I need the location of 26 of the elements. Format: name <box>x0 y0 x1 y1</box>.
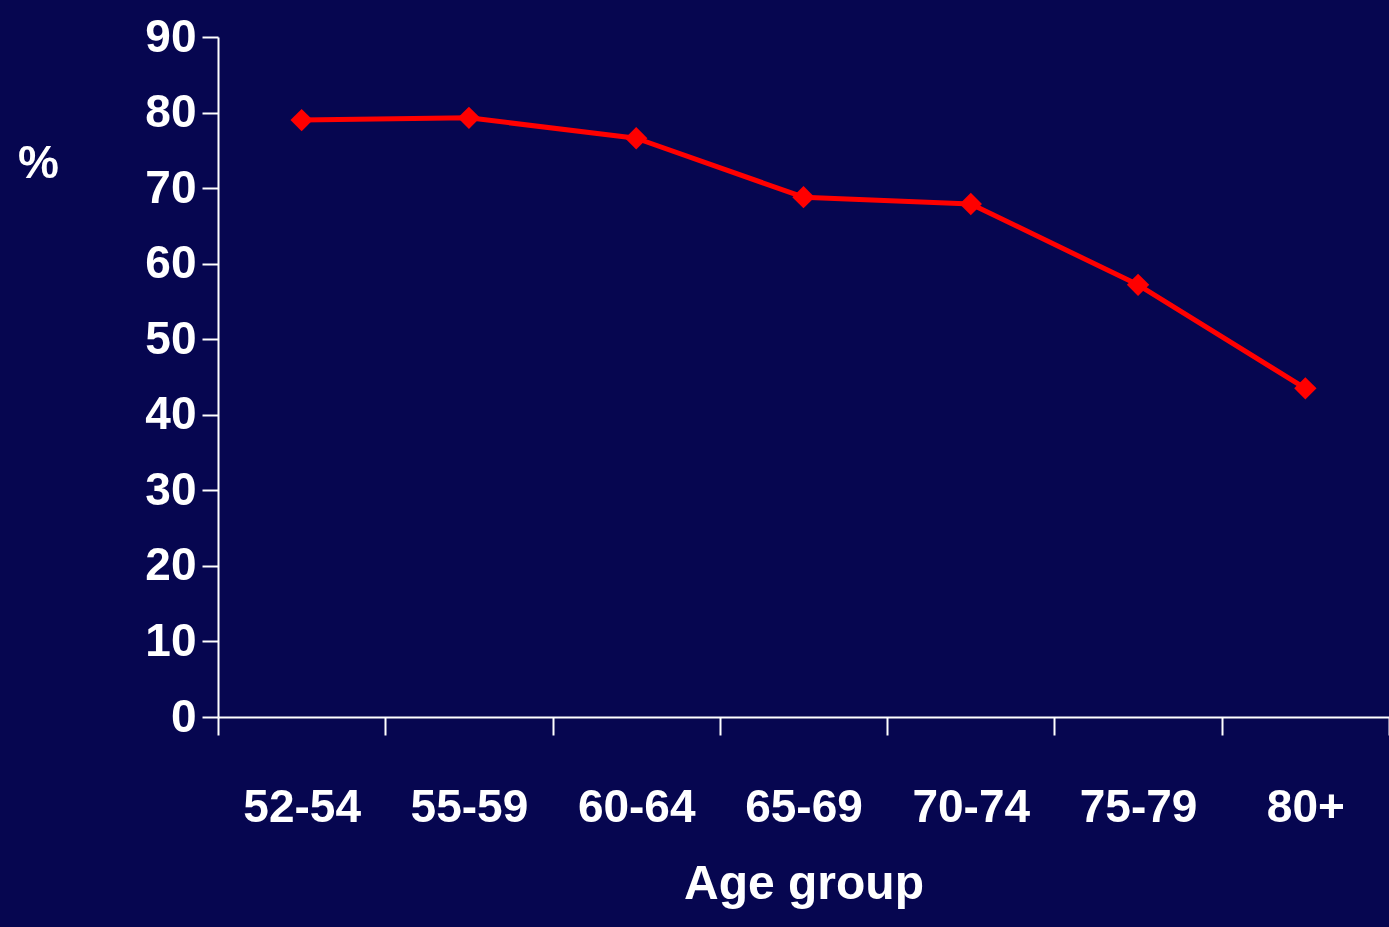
x-tick-label: 75-79 <box>1079 779 1198 832</box>
y-tick-label: 60 <box>145 236 197 289</box>
x-tick-label: 55-59 <box>410 779 529 832</box>
x-tick-label: 65-69 <box>745 779 863 832</box>
y-tick-label: 80 <box>145 85 197 138</box>
x-tick-label: 70-74 <box>912 779 1031 832</box>
y-tick-label: 0 <box>170 689 197 742</box>
y-tick-label: 90 <box>145 9 197 62</box>
x-tick-label: 52-54 <box>243 779 362 832</box>
y-tick-label: 40 <box>145 387 197 440</box>
x-tick-label: 80+ <box>1266 779 1345 832</box>
y-tick-label: 30 <box>145 462 197 515</box>
point <box>625 127 648 150</box>
point <box>792 186 815 209</box>
x-axis-title: Age group <box>684 855 924 909</box>
y-tick-label: 50 <box>145 311 197 364</box>
point <box>959 192 982 216</box>
point <box>290 108 313 132</box>
point <box>1126 273 1150 296</box>
y-tick-label: 20 <box>145 538 197 591</box>
x-tick-label: 60-64 <box>577 779 696 832</box>
y-tick-label: 10 <box>145 613 197 666</box>
y-tick-label: 70 <box>145 160 197 213</box>
y-axis-title: % <box>18 135 59 188</box>
point <box>1294 377 1317 400</box>
point <box>457 106 481 130</box>
